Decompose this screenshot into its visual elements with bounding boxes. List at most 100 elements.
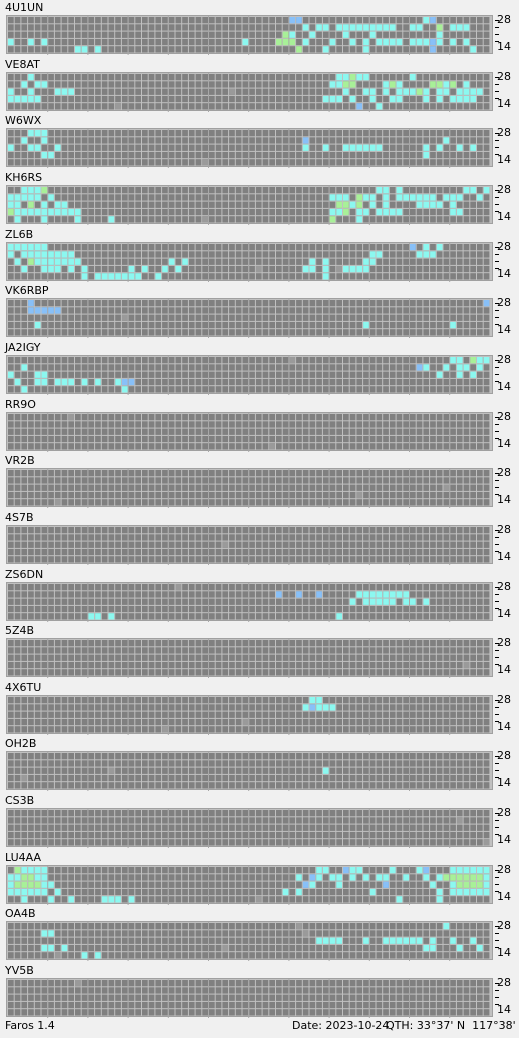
grid-cell xyxy=(282,435,289,442)
grid-cell xyxy=(282,654,289,662)
grid-cell xyxy=(276,647,282,654)
grid-cell xyxy=(202,612,208,619)
grid-cell xyxy=(242,386,249,393)
grid-cell xyxy=(255,605,262,612)
heard-cell xyxy=(349,24,356,31)
grid-cell xyxy=(8,152,14,159)
grid-cell xyxy=(48,300,54,307)
grid-cell xyxy=(255,583,262,590)
grid-cell xyxy=(81,31,88,38)
grid-cell xyxy=(95,152,101,159)
grid-cell xyxy=(75,322,81,329)
grid-cell xyxy=(101,420,108,428)
grid-cell xyxy=(396,413,403,420)
grid-cell xyxy=(356,477,363,484)
grid-cell xyxy=(14,590,21,598)
grid-cell xyxy=(443,186,450,194)
grid-cell xyxy=(48,364,54,371)
grid-cell xyxy=(34,364,41,371)
grid-cell xyxy=(162,386,168,393)
grid-cell xyxy=(242,413,249,420)
grid-cell xyxy=(101,499,108,506)
grid-cell xyxy=(54,435,61,442)
grid-cell xyxy=(389,17,396,24)
grid-cell xyxy=(329,364,336,371)
grid-cell xyxy=(34,647,41,654)
grid-cell xyxy=(309,17,316,24)
heard-cell xyxy=(142,265,148,272)
grid-cell xyxy=(396,470,403,477)
grid-cell xyxy=(182,80,188,88)
grid-cell xyxy=(282,556,289,563)
grid-cell xyxy=(68,541,74,548)
grid-cell xyxy=(477,640,483,647)
heard-cell xyxy=(68,258,74,265)
grid-cell xyxy=(450,386,456,393)
grid-cell xyxy=(349,435,356,442)
grid-cell xyxy=(235,526,242,534)
grid-cell xyxy=(108,159,115,166)
grid-cell xyxy=(289,492,296,499)
grid-cell xyxy=(255,329,262,336)
grid-cell xyxy=(142,322,148,329)
heard-cell xyxy=(336,194,342,201)
grid-cell xyxy=(202,484,208,492)
grid-cell xyxy=(403,208,409,216)
grid-cell xyxy=(450,612,456,619)
grid-cell xyxy=(209,356,215,364)
grid-cell xyxy=(483,364,490,371)
grid-cell xyxy=(215,526,222,534)
grid-cell xyxy=(289,130,296,137)
grid-cell xyxy=(222,329,229,336)
grid-cell xyxy=(68,640,74,647)
grid-cell xyxy=(8,534,14,541)
grid-cell xyxy=(269,24,275,31)
grid-cell xyxy=(235,24,242,31)
grid-cell xyxy=(403,654,409,662)
grid-cell xyxy=(456,272,463,280)
grid-cell xyxy=(477,662,483,669)
grid-cell xyxy=(54,647,61,654)
grid-cell xyxy=(142,605,148,612)
grid-cell xyxy=(61,216,68,223)
grid-cell xyxy=(148,669,155,676)
grid-cell xyxy=(148,24,155,31)
grid-cell xyxy=(54,102,61,110)
grid-cell xyxy=(463,647,470,654)
grid-cell xyxy=(309,137,316,144)
grid-cell xyxy=(202,38,208,46)
grid-cell xyxy=(322,371,329,378)
grid-cell xyxy=(363,159,369,166)
heard-cell xyxy=(289,31,296,38)
grid-cell xyxy=(483,442,490,450)
grid-cell xyxy=(115,492,121,499)
grid-cell xyxy=(188,647,195,654)
grid-cell xyxy=(309,186,316,194)
grid-cell xyxy=(34,314,41,322)
grid-cell xyxy=(188,137,195,144)
grid-cell xyxy=(436,541,443,548)
grid-cell xyxy=(269,470,275,477)
grid-cell xyxy=(242,272,249,280)
grid-cell xyxy=(262,159,269,166)
grid-cell xyxy=(202,144,208,152)
grid-cell xyxy=(68,556,74,563)
grid-cell xyxy=(242,31,249,38)
grid-cell xyxy=(48,435,54,442)
grid-cell xyxy=(209,371,215,378)
grid-cell xyxy=(41,356,48,364)
grid-cell xyxy=(188,38,195,46)
grid-cell xyxy=(168,647,175,654)
grid-cell xyxy=(175,612,182,619)
heard-cell xyxy=(343,31,349,38)
grid-cell xyxy=(61,371,68,378)
grid-cell xyxy=(235,428,242,435)
grid-cell xyxy=(188,31,195,38)
grid-canvas xyxy=(8,129,490,169)
grid-cell xyxy=(436,556,443,563)
grid-cell xyxy=(182,413,188,420)
grid-cell xyxy=(41,534,48,541)
grid-cell xyxy=(75,590,81,598)
grid-cell xyxy=(242,590,249,598)
grid-cell xyxy=(142,216,148,223)
